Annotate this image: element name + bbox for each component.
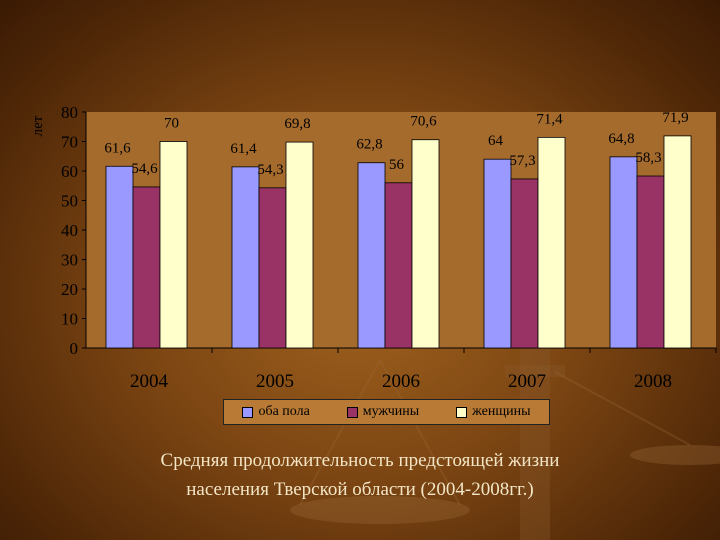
- data-label: 64: [488, 133, 504, 149]
- chart-legend: оба пола мужчины женщины: [223, 399, 550, 425]
- y-tick-label: 0: [70, 339, 79, 358]
- chart-caption: Средняя продолжительность предстоящей жи…: [0, 446, 720, 504]
- bar-both: [609, 156, 638, 349]
- bar-men: [384, 182, 413, 349]
- data-label: 61,6: [104, 140, 131, 156]
- y-tick-label: 40: [61, 221, 78, 240]
- y-tick-label: 70: [61, 133, 78, 152]
- bar-women: [159, 141, 188, 349]
- data-label: 62,8: [356, 137, 382, 153]
- y-tick-label: 50: [61, 192, 78, 211]
- bar-men: [258, 187, 287, 349]
- data-label: 54,3: [257, 162, 283, 178]
- bar-men: [510, 178, 539, 349]
- bar-both: [231, 166, 260, 349]
- legend-item-men: мужчины: [346, 404, 420, 420]
- data-label: 70: [164, 116, 179, 132]
- data-label: 71,4: [536, 111, 563, 127]
- bar-both: [357, 162, 386, 349]
- bar-women: [663, 135, 692, 349]
- caption-line-2: населения Тверской области (2004-2008гг.…: [186, 479, 534, 500]
- x-tick-label: 2006: [382, 371, 420, 392]
- y-tick-label: 30: [61, 251, 78, 270]
- x-tick-label: 2007: [508, 371, 546, 392]
- data-label: 64,8: [608, 131, 634, 147]
- legend-item-both: оба пола: [242, 404, 310, 420]
- legend-item-women: женщины: [456, 404, 531, 420]
- bar-both: [483, 158, 512, 349]
- y-tick-label: 80: [61, 103, 78, 122]
- data-label: 71,9: [662, 110, 688, 126]
- data-label: 56: [389, 157, 405, 173]
- bar-both: [105, 165, 134, 349]
- x-tick-label: 2008: [634, 371, 672, 392]
- y-tick-label: 20: [61, 280, 78, 299]
- legend-label: мужчины: [362, 404, 420, 419]
- data-label: 58,3: [635, 150, 661, 166]
- bar-men: [636, 175, 665, 349]
- legend-swatch: [456, 406, 468, 418]
- y-axis-label: лет: [30, 115, 46, 136]
- bar-men: [132, 186, 161, 349]
- legend-label: женщины: [472, 404, 531, 419]
- legend-label: оба пола: [258, 404, 310, 419]
- data-label: 57,3: [509, 153, 535, 169]
- y-tick-label: 60: [61, 162, 78, 181]
- bar-women: [411, 139, 440, 349]
- data-label: 54,6: [131, 161, 158, 177]
- caption-line-1: Средняя продолжительность предстоящей жи…: [160, 450, 560, 471]
- data-label: 70,6: [410, 114, 437, 130]
- x-tick-label: 2005: [256, 371, 294, 392]
- x-tick-label: 2004: [130, 371, 169, 392]
- y-tick-label: 10: [61, 310, 78, 329]
- data-label: 61,4: [230, 141, 257, 157]
- bar-women: [285, 141, 314, 349]
- data-label: 69,8: [284, 116, 310, 132]
- legend-swatch: [346, 406, 358, 418]
- bar-women: [537, 136, 566, 349]
- legend-swatch: [242, 406, 254, 418]
